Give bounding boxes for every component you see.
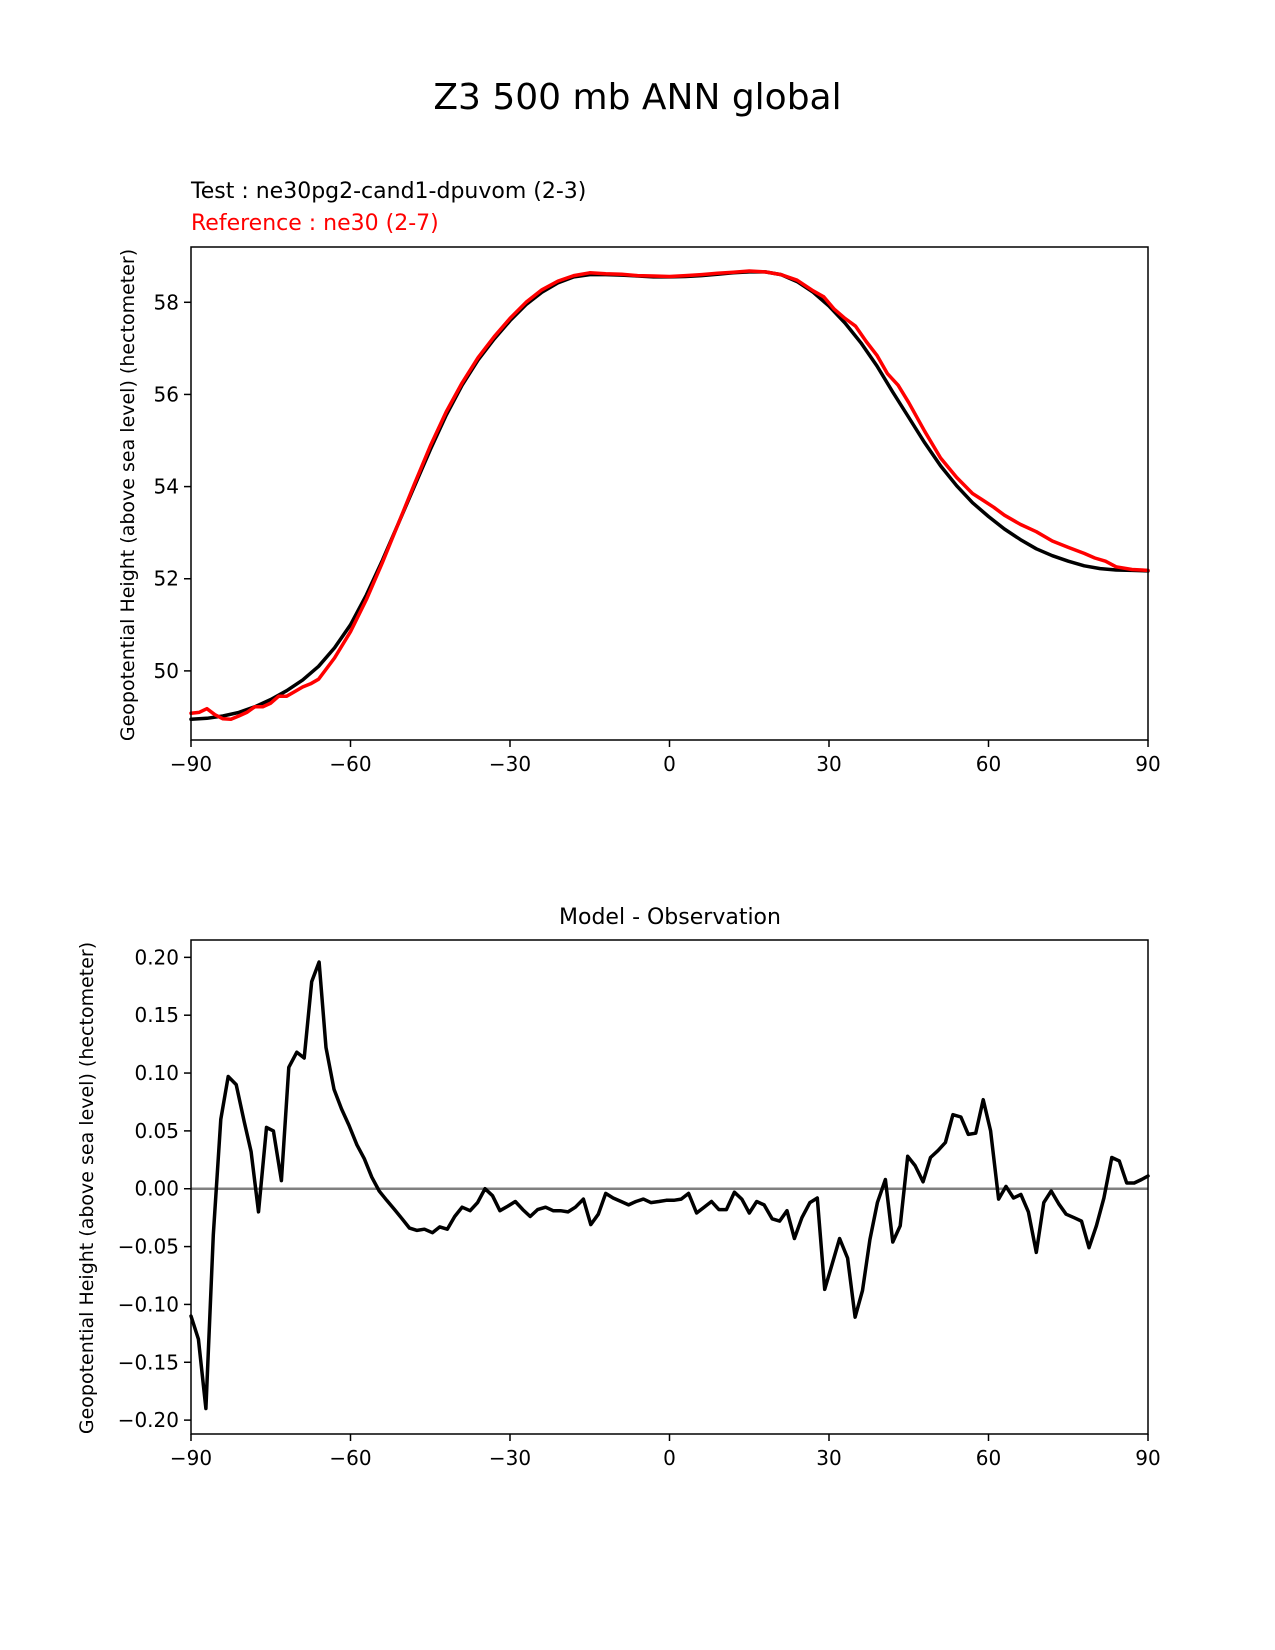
y-tick-label: −0.20 bbox=[118, 1408, 179, 1432]
x-tick-label: 60 bbox=[976, 752, 1001, 776]
test-label: Test : ne30pg2-cand1-dpuvom (2-3) bbox=[190, 179, 586, 204]
x-tick-label: 0 bbox=[663, 752, 676, 776]
x-tick-label: −60 bbox=[329, 752, 371, 776]
axes-frame bbox=[190, 246, 1149, 741]
y-tick-label: −0.05 bbox=[118, 1235, 179, 1259]
reference-label: Reference : ne30 (2-7) bbox=[191, 211, 439, 236]
x-tick-label: 60 bbox=[976, 1446, 1001, 1470]
y-tick-label: 0.20 bbox=[134, 945, 179, 969]
bottom-title: Model - Observation bbox=[559, 905, 781, 930]
y-tick-label: 52 bbox=[154, 567, 179, 591]
difference-series-line bbox=[189, 960, 1150, 1411]
reference-series-line bbox=[189, 269, 1150, 722]
y-tick-label: 58 bbox=[154, 290, 179, 314]
x-tick-label: 30 bbox=[816, 1446, 841, 1470]
test-series-line bbox=[189, 270, 1150, 722]
y-tick-label: 0.05 bbox=[134, 1119, 179, 1143]
x-tick-label: −60 bbox=[329, 1446, 371, 1470]
bottom-plot-area: −90 −60 −30 0 30 60 90 0.20 0.15 0.10 0.05 0.00 −0.0… bbox=[118, 939, 1161, 1470]
x-tick-label: 30 bbox=[816, 752, 841, 776]
top-y-axis-label: Geopotential Height (above sea level) (h… bbox=[117, 249, 139, 741]
x-tick-label: −90 bbox=[170, 752, 212, 776]
y-tick-label: 54 bbox=[154, 475, 179, 499]
y-tick-label: −0.10 bbox=[118, 1292, 179, 1316]
x-tick-label: −30 bbox=[489, 1446, 531, 1470]
y-tick-label: −0.15 bbox=[118, 1350, 179, 1374]
bottom-y-axis-label: Geopotential Height (above sea level) (h… bbox=[76, 942, 98, 1434]
x-tick-label: −90 bbox=[170, 1446, 212, 1470]
top-panel: Test : ne30pg2-cand1-dpuvom (2-3) Refere… bbox=[117, 179, 1161, 776]
x-tick-label: 0 bbox=[663, 1446, 676, 1470]
y-tick-label: 0.10 bbox=[134, 1061, 179, 1085]
y-tick-label: 56 bbox=[154, 382, 179, 406]
y-tick-label: 50 bbox=[154, 659, 179, 683]
x-tick-label: 90 bbox=[1135, 1446, 1160, 1470]
figure-title: Z3 500 mb ANN global bbox=[433, 77, 841, 118]
y-tick-label: 0.00 bbox=[134, 1177, 179, 1201]
bottom-panel: Model - Observation Geopotential Height … bbox=[76, 905, 1161, 1470]
top-plot-area: −90 −60 −30 0 30 60 90 50 52 54 56 58 bbox=[154, 246, 1161, 776]
y-tick-label: 0.15 bbox=[134, 1003, 179, 1027]
x-tick-label: 90 bbox=[1135, 752, 1160, 776]
x-tick-label: −30 bbox=[489, 752, 531, 776]
